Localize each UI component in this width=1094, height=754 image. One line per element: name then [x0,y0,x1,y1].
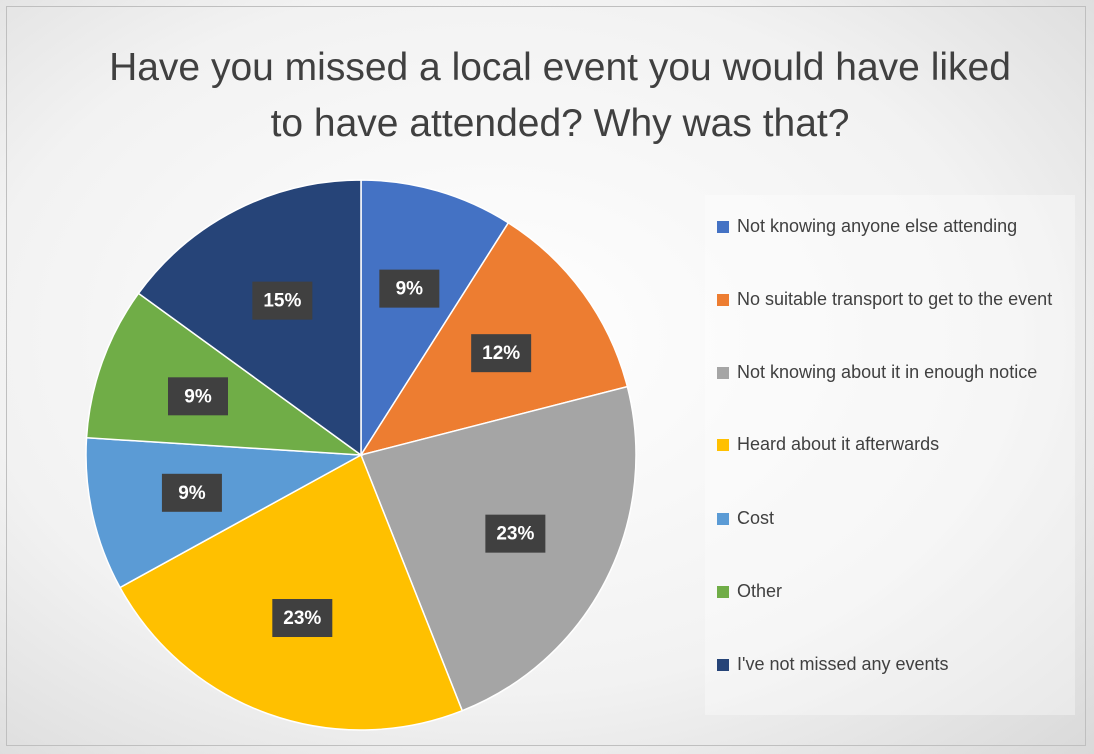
legend-label: No suitable transport to get to the even… [737,289,1053,309]
legend-item: Heard about it afterwards [717,431,1082,458]
data-label-box [252,281,313,320]
pie-slice [360,179,510,458]
data-label: 9% [396,279,424,300]
legend-item: Cost [717,505,1082,532]
legend-item: I've not missed any events [717,651,1082,678]
legend-item: Not knowing anyone else attending [717,213,1082,240]
legend-swatch [717,659,729,671]
legend: Not knowing anyone else attending No suit… [705,195,1075,715]
data-label-box [161,473,222,512]
chart-frame [6,6,1086,746]
legend-item: Not knowing about it in enough notice [717,359,1082,386]
legend-item: No suitable transport to get to the even… [717,286,1082,313]
data-label-box [379,269,440,308]
pie-slice [85,292,364,456]
legend-label: I've not missed any events [737,654,949,674]
legend-label: Heard about it afterwards [737,434,940,454]
legend-swatch [717,367,729,379]
data-label: 23% [496,524,534,545]
data-label-box [167,377,228,416]
legend-item: Other [717,578,1082,605]
pie-slice [85,436,364,589]
data-label: 12% [482,343,520,364]
data-label-box [485,514,546,553]
legend-swatch [717,221,729,233]
legend-swatch [717,513,729,525]
legend-label: Cost [737,508,775,528]
data-label: 9% [184,386,212,407]
pie-slice [118,453,464,731]
legend-label: Not knowing about it in enough notice [737,362,1038,382]
legend-label: Not knowing anyone else attending [737,216,1018,236]
legend-swatch [717,439,729,451]
pie-slice [137,179,362,457]
data-label-box [471,334,532,373]
data-label: 15% [263,291,301,312]
data-label: 23% [283,608,321,629]
legend-label: Other [737,581,783,601]
chart-title: Have you missed a local event you would … [109,46,1011,145]
legend-swatch [717,586,729,598]
data-label: 9% [178,483,206,504]
legend-swatch [717,294,729,306]
data-label-box [272,599,333,638]
